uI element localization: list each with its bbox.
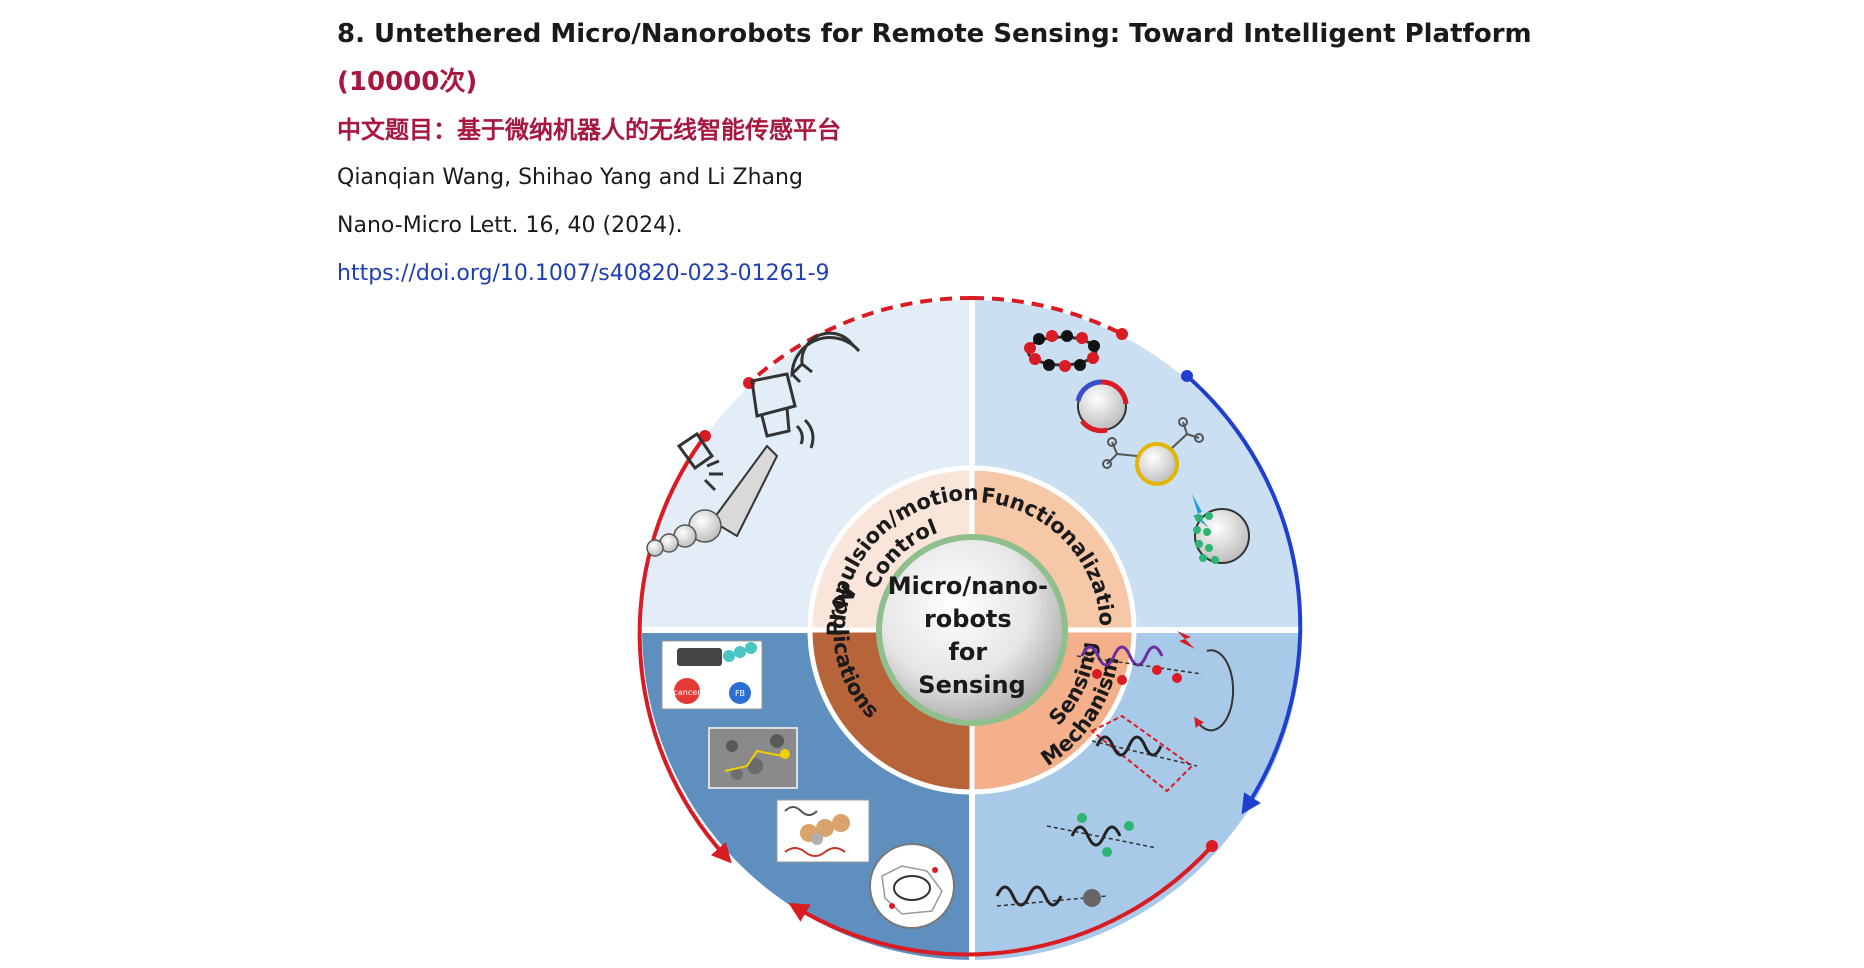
authors: Qianqian Wang, Shihao Yang and Li Zhang: [337, 165, 803, 190]
coated-sphere-icon: [1075, 379, 1129, 434]
cell-label-red: cancer: [674, 688, 702, 697]
arc-dot: [1206, 840, 1218, 852]
arc-red-bottom: [788, 844, 1214, 957]
citation: Nano-Micro Lett. 16, 40 (2024).: [337, 213, 683, 238]
view-count: (10000次): [337, 67, 478, 97]
doi-link[interactable]: https://doi.org/10.1007/s40820-023-01261…: [337, 261, 830, 286]
wave-signal-icon-2: [1090, 714, 1198, 793]
light-source-icon: [676, 431, 723, 492]
wave-signal-icon-3: [1046, 813, 1158, 857]
dna-binding-image: [776, 799, 870, 863]
magnet-icon: [790, 331, 861, 384]
arc-blue-right: [1185, 374, 1303, 815]
ring-nanoparticle-icon: [1024, 330, 1100, 372]
cell-network-image: [869, 843, 955, 929]
chinese-title: 中文题目：基于微纳机器人的无线智能传感平台: [337, 116, 841, 144]
wave-signal-icon-1: [1076, 631, 1235, 732]
helical-microrobot-icon: [646, 444, 779, 557]
microscopy-image: [708, 727, 798, 789]
ultrasound-transducer-icon: [750, 372, 815, 449]
graphical-abstract: Micro/nano- robots for Sensing Propulsio…: [630, 277, 1307, 964]
arc-red-left: [637, 434, 732, 864]
fluorescent-sphere-icon: [1192, 494, 1250, 564]
center-text: Micro/nano- robots for Sensing: [888, 572, 1057, 699]
center-sphere: [882, 540, 1062, 720]
arc-dot: [1181, 370, 1193, 382]
article-entry: 8. Untethered Micro/Nanorobots for Remot…: [337, 10, 1537, 298]
arc-dot: [1116, 328, 1128, 340]
cell-targeting-image: cancer FB: [661, 640, 763, 710]
article-title: 8. Untethered Micro/Nanorobots for Remot…: [337, 19, 1532, 49]
arc-red-dashed-top-left: [747, 295, 973, 385]
figure-svg: Micro/nano- robots for Sensing Propulsio…: [630, 277, 1303, 960]
cell-label-blue: FB: [735, 689, 745, 698]
molecule-sphere-icon: [1102, 417, 1204, 486]
wave-signal-icon-4: [995, 885, 1108, 907]
